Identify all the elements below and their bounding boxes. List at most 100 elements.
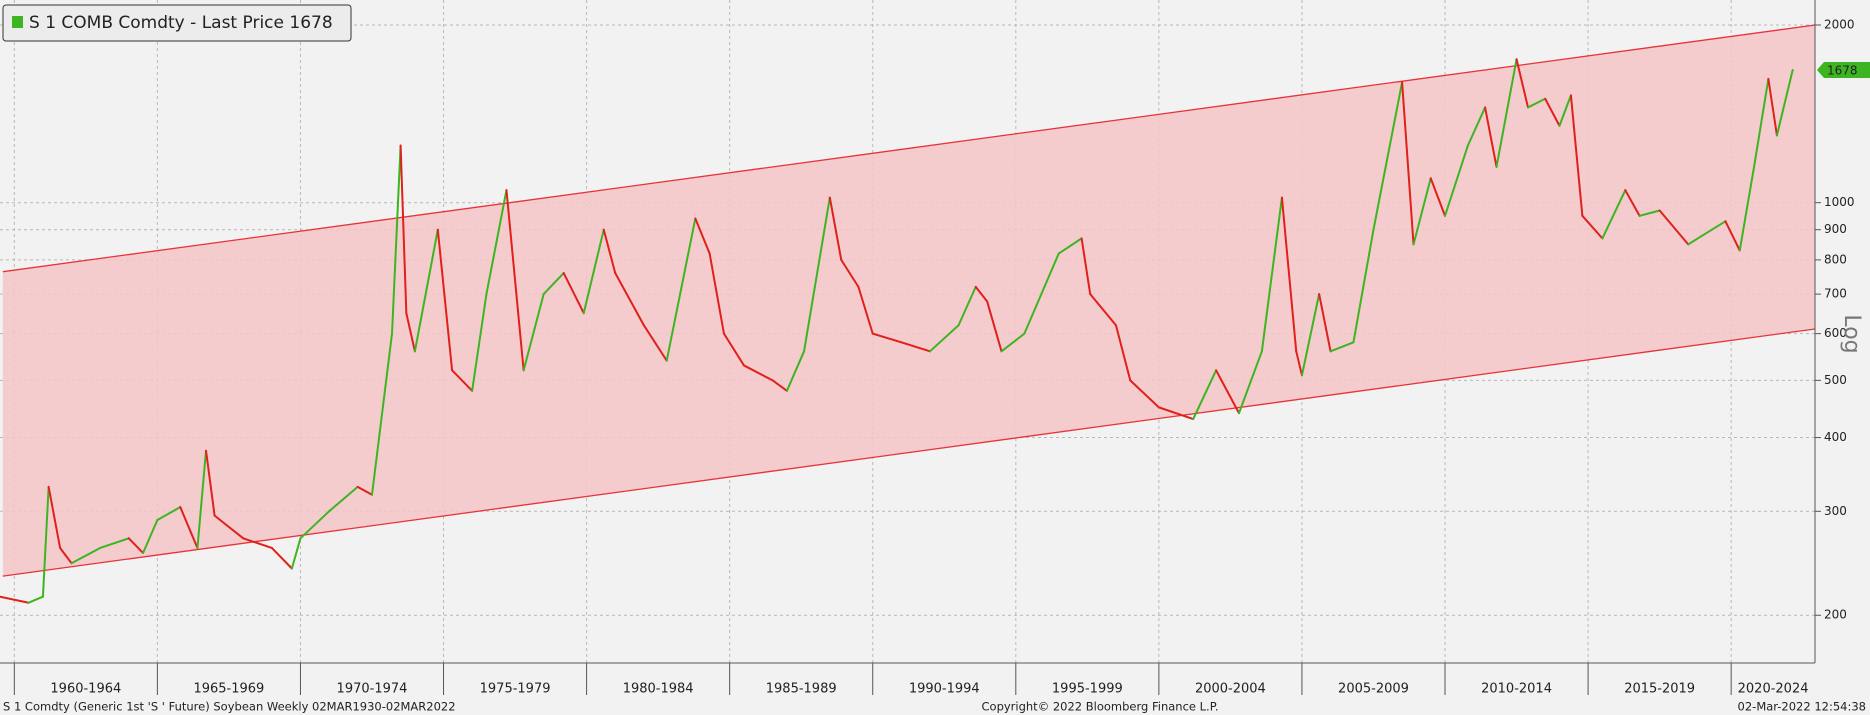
y-axis-label: Log (1839, 314, 1864, 353)
price-segment (928, 324, 960, 353)
price-segment (1569, 94, 1584, 217)
price-segment (1412, 177, 1432, 246)
price-segment (1558, 94, 1572, 127)
price-segment (1701, 220, 1727, 237)
price-segment (451, 369, 474, 392)
price-segment (156, 506, 182, 521)
footer-right: 02-Mar-2022 12:54:38 (1738, 700, 1866, 714)
x-tick-label: 1990-1994 (909, 682, 980, 697)
price-segment (413, 228, 439, 353)
last-price-tag (1817, 62, 1870, 79)
legend-swatch (12, 16, 23, 28)
price-segment (1544, 97, 1561, 127)
price-segment (1129, 379, 1160, 409)
price-segment (840, 258, 860, 288)
axis-layer: 200 300 400 500 600 700 800 900 1000 2000 1960-196… (0, 0, 1870, 697)
x-tick-label: 2010-2014 (1481, 682, 1552, 697)
price-segment (142, 518, 159, 554)
x-tick-label: 1985-1989 (766, 682, 837, 697)
price-segment (59, 546, 73, 565)
price-segment (485, 189, 508, 296)
y-tick-label: 700 (1824, 287, 1847, 301)
price-segment (1444, 144, 1469, 217)
price-segment (1057, 237, 1083, 255)
price-segment (785, 350, 806, 392)
price-segment (99, 537, 130, 549)
price-segment (1624, 189, 1641, 217)
price-segment (47, 485, 62, 549)
y-tick-label: 800 (1824, 252, 1847, 266)
x-tick-label: 1970-1974 (337, 682, 408, 697)
price-segment (1775, 69, 1794, 137)
price-segment (1724, 220, 1741, 252)
price-segment (242, 537, 273, 549)
price-segment (1157, 406, 1195, 421)
x-tick-label: 2000-2004 (1195, 682, 1266, 697)
price-segment (0, 595, 30, 604)
price-segment (127, 537, 145, 554)
y-tick-label: 200 (1824, 608, 1847, 622)
price-segment (1080, 237, 1092, 296)
price-segment (1295, 350, 1303, 377)
price-segment (27, 595, 44, 604)
price-segment (1658, 209, 1690, 246)
price-segment (1329, 341, 1355, 353)
price-segment (41, 485, 50, 598)
x-tick-label: 1965-1969 (193, 682, 264, 697)
price-segment (1601, 189, 1627, 240)
price-segment (1526, 97, 1547, 109)
price-segment (857, 285, 874, 335)
price-segment (722, 332, 745, 367)
price-segment (1318, 293, 1332, 353)
x-tick-label: 1980-1984 (623, 682, 694, 697)
price-segment (771, 379, 788, 392)
price-segment (1372, 81, 1404, 231)
x-tick-label: 2020-2024 (1738, 682, 1809, 697)
price-segment (505, 189, 525, 372)
channel-upper-line (2, 24, 1816, 273)
price-segment (391, 144, 402, 335)
price-segment (205, 449, 216, 517)
price-segment (1192, 369, 1218, 421)
price-segment (957, 285, 977, 327)
y-tick-label: 1000 (1824, 195, 1855, 209)
x-tick-label: 1975-1979 (480, 682, 551, 697)
price-segment (1023, 252, 1060, 335)
price-segment (1767, 78, 1778, 137)
price-segment (1753, 78, 1770, 168)
price-segment (582, 228, 605, 315)
price-segment (642, 324, 668, 362)
price-segment (803, 196, 831, 353)
price-segment (1280, 196, 1298, 353)
price-segment (1638, 209, 1661, 217)
price-segment (196, 449, 208, 549)
channel-fill (2, 25, 1815, 577)
price-segment (471, 293, 488, 392)
x-tick-label: 2015-2019 (1624, 682, 1695, 697)
price-segment (290, 537, 302, 570)
price-segment (299, 510, 331, 540)
price-segment (562, 272, 585, 315)
y-tick-label: 500 (1824, 373, 1847, 387)
price-segment (1484, 106, 1498, 168)
footer-left: S 1 Comdty (Generic 1st 'S ' Future) Soy… (3, 700, 456, 714)
price-segment (1515, 58, 1529, 109)
price-layer (0, 58, 1794, 604)
price-segment (900, 341, 931, 353)
price-segment (1300, 293, 1321, 377)
price-segment (986, 300, 1003, 353)
price-segment (1687, 234, 1704, 246)
last-price-label: 1678 (1827, 64, 1858, 78)
price-segment (542, 272, 565, 296)
price-segment (602, 228, 617, 275)
footer-center: Copyright© 2022 Bloomberg Finance L.P. (982, 700, 1219, 714)
price-segment (370, 332, 394, 496)
price-segment (1000, 332, 1026, 353)
price-segment (70, 546, 102, 565)
price-segment (179, 506, 199, 549)
y-tick-label: 2000 (1824, 18, 1855, 32)
price-segment (399, 144, 408, 315)
price-segment (828, 196, 843, 261)
